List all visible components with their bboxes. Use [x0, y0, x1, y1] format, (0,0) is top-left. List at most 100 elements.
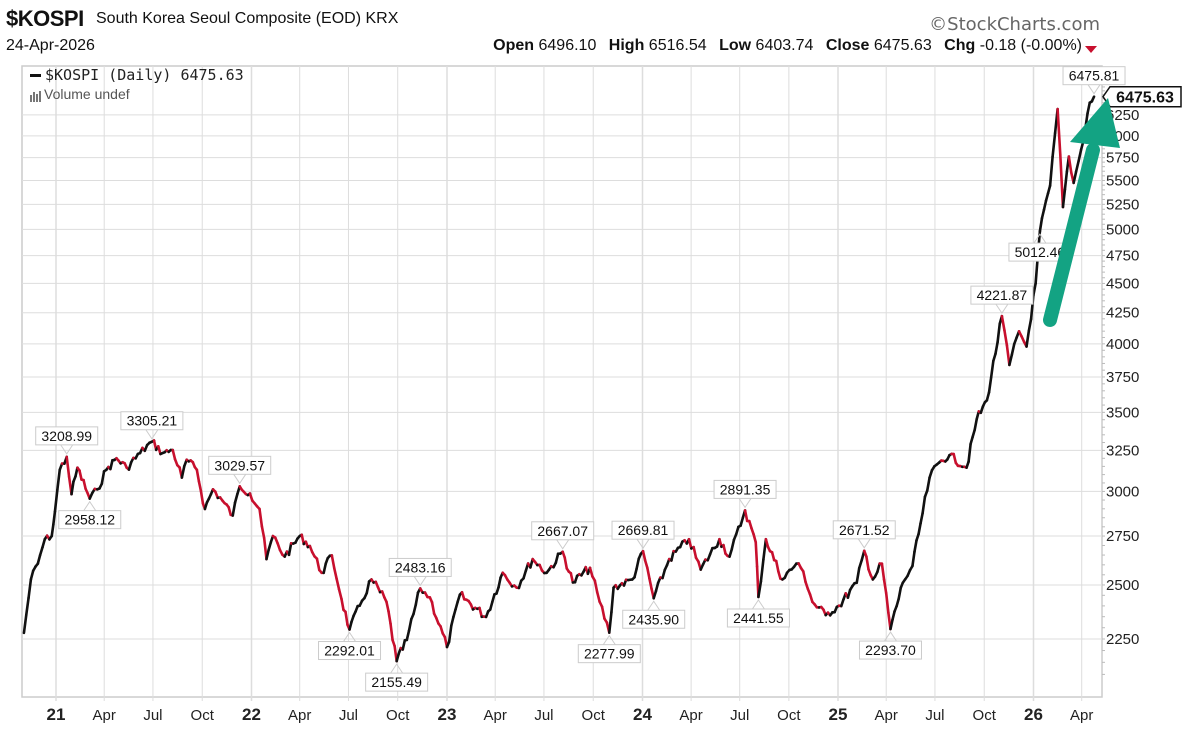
price-segment — [365, 580, 371, 595]
price-segment — [412, 603, 418, 616]
price-segment — [588, 566, 594, 578]
close-value: 6475.63 — [873, 37, 932, 54]
price-segment — [1003, 328, 1009, 347]
volume-bars-icon — [30, 91, 41, 102]
stockcharts-logo[interactable]: ©StockCharts.com — [929, 14, 1100, 35]
low-value: 6403.74 — [755, 37, 814, 54]
price-segment — [27, 578, 33, 600]
price-segment — [100, 469, 106, 486]
annotation-label: 2667.07 — [537, 523, 588, 539]
annotation-label: 3208.99 — [41, 428, 92, 444]
price-segment — [497, 576, 502, 589]
annotation-box — [622, 609, 686, 629]
symbol-description: South Korea Seoul Composite (EOD) KRX — [96, 10, 399, 27]
y-tick-label: 3500 — [1106, 404, 1139, 421]
y-tick-label: 4750 — [1106, 248, 1139, 265]
price-segment — [754, 540, 759, 568]
price-segment — [891, 609, 896, 621]
high-value: 6516.54 — [648, 37, 707, 54]
price-segment — [1051, 131, 1057, 158]
y-tick-label: 3000 — [1106, 483, 1139, 500]
y-tick-label: 6250 — [1106, 107, 1139, 124]
price-segment — [855, 566, 861, 584]
x-tick-label: 22 — [242, 705, 261, 724]
price-segment — [36, 553, 42, 565]
price-segment — [770, 551, 776, 562]
price-line — [22, 95, 1096, 663]
annotation-label: 6475.81 — [1069, 68, 1120, 84]
price-segment — [287, 542, 293, 557]
chg-label: Chg — [944, 37, 976, 54]
y-tick-label: 2750 — [1106, 528, 1139, 545]
price-segment — [231, 501, 237, 517]
price-segment — [449, 615, 455, 628]
x-tick-label: Apr — [288, 707, 311, 724]
ohlc-summary: Open 6496.10 High 6516.54 Low 6403.74 Cl… — [485, 37, 1082, 55]
price-segment — [414, 591, 420, 607]
price-segment — [454, 600, 460, 611]
annotation-box — [120, 411, 184, 431]
price-segment — [53, 488, 59, 513]
annotation-label: 2155.49 — [371, 674, 422, 690]
x-tick-label: Jul — [143, 707, 162, 724]
plot-frame — [21, 65, 1103, 698]
price-segment — [1046, 184, 1052, 195]
annotation-pointer — [60, 444, 74, 455]
price-segment — [563, 556, 569, 570]
price-segment — [1086, 101, 1092, 115]
legend-volume-label: Volume undef — [44, 86, 130, 102]
price-segment — [82, 478, 87, 491]
price-segment — [989, 359, 995, 379]
price-segment — [917, 521, 922, 536]
price-segment — [348, 620, 353, 631]
price-segment — [330, 554, 336, 570]
price-segment — [648, 577, 653, 591]
annotations: 3208.99 2958.12 3305.21 3029.57 2292.01 2155.… — [35, 66, 1182, 692]
price-segment — [385, 600, 390, 613]
axes: 2250 2500 2750 3000 3250 3500 3750 4000 4250 4500… — [47, 74, 1139, 724]
price-segment — [315, 557, 321, 572]
price-segment — [646, 566, 651, 580]
y-tick-label: 5000 — [1106, 221, 1139, 238]
grid-lines — [21, 65, 1103, 701]
price-segment — [157, 445, 162, 456]
price-segment — [911, 550, 916, 568]
y-tick-label: 5500 — [1106, 172, 1139, 189]
price-segment — [569, 571, 575, 584]
price-segment — [1008, 353, 1014, 367]
annotation-box — [365, 672, 429, 692]
price-segment — [757, 580, 763, 599]
price-segment — [1056, 107, 1062, 156]
x-tick-label: Jul — [534, 707, 553, 724]
x-tick-label: Apr — [93, 707, 116, 724]
price-segment — [1074, 159, 1080, 173]
price-segment — [233, 492, 239, 504]
annotation-label: 3305.21 — [127, 413, 178, 429]
y-tick-label: 4500 — [1106, 275, 1139, 292]
price-segment — [1058, 153, 1065, 209]
price-segment — [865, 555, 870, 571]
price-segment — [1040, 208, 1046, 220]
price-segment — [452, 608, 457, 619]
annotation-pointer — [884, 631, 897, 642]
annotation-label: 2671.52 — [839, 522, 890, 538]
annotation-box — [611, 520, 675, 540]
annotation-box — [726, 608, 790, 628]
price-segment — [913, 539, 918, 554]
price-segment — [52, 510, 57, 526]
x-tick-label: Oct — [386, 707, 410, 724]
y-tick-label: 4250 — [1106, 305, 1139, 322]
price-segment — [199, 489, 205, 505]
price-segment — [195, 468, 201, 483]
annotation-pointer — [857, 538, 871, 549]
annotation-pointer — [1087, 84, 1101, 95]
annotation-pointer — [995, 303, 1009, 315]
price-segment — [405, 629, 411, 642]
price-segment — [1042, 199, 1048, 212]
price-segment — [335, 577, 341, 591]
price-segment — [610, 586, 615, 614]
price-segment — [332, 566, 338, 581]
price-segment — [973, 417, 979, 432]
annotation-box — [58, 510, 122, 530]
